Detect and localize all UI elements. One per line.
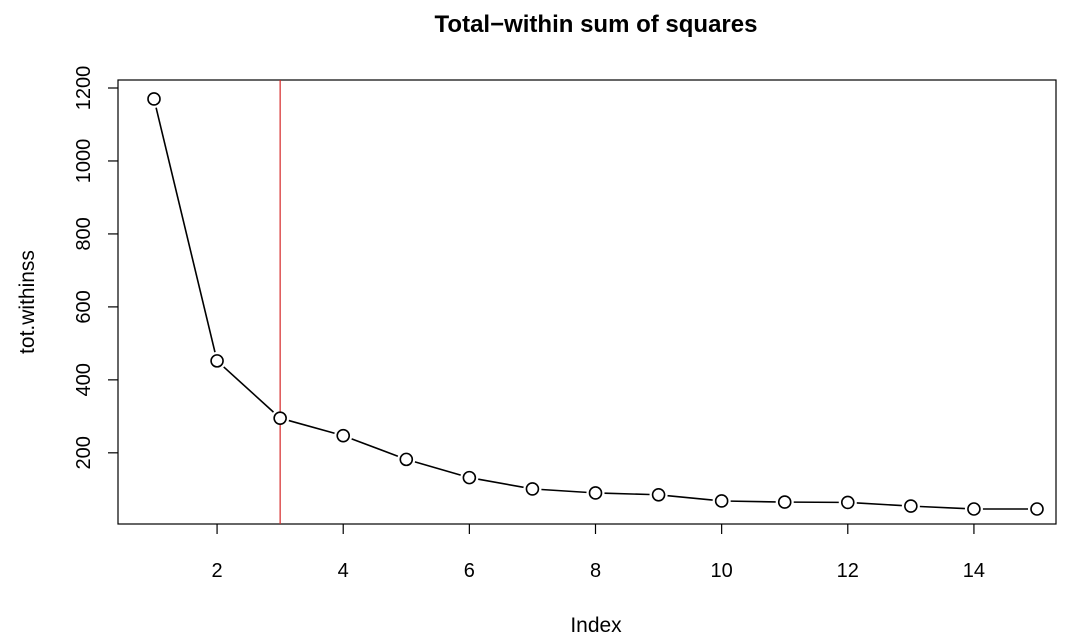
- series-segment: [414, 461, 461, 476]
- data-point: [651, 487, 666, 502]
- series-segment: [919, 505, 965, 510]
- series-segment: [541, 488, 587, 494]
- data-point: [904, 499, 918, 513]
- y-tick-label: 1200: [73, 66, 95, 111]
- series-segment: [351, 438, 399, 457]
- x-axis-label: Index: [570, 614, 622, 637]
- chart-title: Total−within sum of squares: [435, 11, 758, 38]
- x-tick-label: 8: [590, 560, 601, 582]
- series-segment: [730, 500, 776, 503]
- data-point: [399, 452, 414, 467]
- data-point: [273, 411, 287, 425]
- y-tick-label: 800: [73, 217, 95, 250]
- series-segment: [667, 494, 713, 501]
- data-point: [840, 495, 855, 510]
- series-segment: [604, 492, 650, 496]
- series-segment: [478, 478, 524, 489]
- series-segment: [288, 419, 335, 435]
- x-axis: 2 4 6 8 10 12 14: [212, 524, 985, 582]
- data-point: [777, 495, 792, 509]
- data-point: [588, 486, 603, 500]
- y-tick-label: 200: [73, 436, 95, 469]
- x-tick-label: 4: [338, 560, 349, 582]
- data-point: [967, 502, 981, 516]
- data-point: [210, 354, 224, 368]
- x-tick-label: 6: [464, 560, 475, 582]
- data-point: [336, 428, 351, 443]
- data-point: [714, 494, 729, 508]
- plot-frame: [117, 79, 1057, 525]
- series-segment: [155, 107, 216, 353]
- data-points: [147, 92, 1044, 516]
- y-axis-label: tot.withinss: [16, 250, 39, 354]
- data-point: [525, 482, 540, 496]
- y-axis: 200 400 600 800 1000 1200: [73, 66, 118, 470]
- y-tick-label: 1000: [73, 139, 95, 184]
- data-point: [462, 470, 477, 485]
- series-segment: [223, 366, 275, 413]
- x-tick-label: 14: [963, 560, 985, 582]
- x-tick-label: 10: [711, 560, 733, 582]
- x-tick-label: 12: [837, 560, 859, 582]
- series-segment: [856, 502, 902, 507]
- data-point: [1030, 502, 1044, 516]
- data-point: [147, 92, 161, 106]
- y-tick-label: 600: [73, 290, 95, 323]
- y-tick-label: 400: [73, 363, 95, 396]
- x-tick-label: 2: [212, 560, 223, 582]
